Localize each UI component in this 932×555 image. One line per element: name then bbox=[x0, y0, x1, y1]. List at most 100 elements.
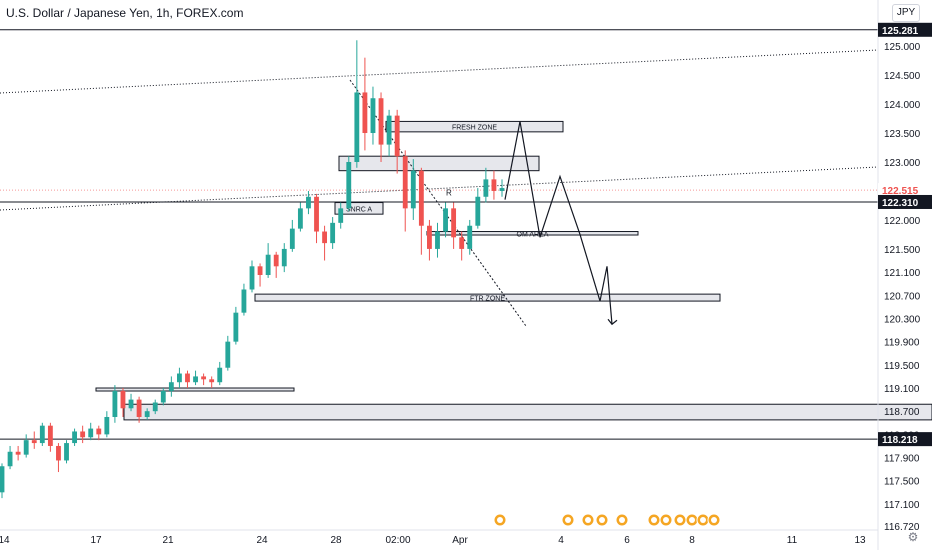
candle-body bbox=[7, 451, 13, 467]
event-icon-inner bbox=[565, 517, 571, 523]
candle-body bbox=[427, 225, 432, 249]
candle-body bbox=[56, 445, 61, 461]
candle-body bbox=[39, 425, 45, 444]
price-tick-label: 119.500 bbox=[884, 361, 920, 372]
channel-line-upper bbox=[0, 49, 879, 94]
price-label-text: 125.281 bbox=[882, 26, 919, 37]
price-tick-label: 122.000 bbox=[884, 216, 921, 227]
candle-body bbox=[225, 341, 231, 368]
candle-body bbox=[418, 170, 424, 226]
candle-body bbox=[386, 115, 392, 145]
candle-body bbox=[72, 431, 77, 444]
candle-body bbox=[241, 289, 247, 313]
time-tick-label: 13 bbox=[854, 535, 866, 546]
time-tick-label: 4 bbox=[558, 535, 564, 546]
zone-box bbox=[95, 387, 295, 392]
candle-body bbox=[499, 188, 505, 191]
candle-body bbox=[64, 443, 69, 461]
candle-body bbox=[233, 312, 239, 342]
candle-body bbox=[354, 92, 360, 162]
time-tick-label: 11 bbox=[787, 535, 798, 546]
candle-body bbox=[144, 411, 150, 417]
currency-button[interactable]: JPY bbox=[892, 4, 920, 22]
candle-body bbox=[443, 208, 448, 232]
time-tick-label: 24 bbox=[256, 535, 268, 546]
candle-body bbox=[15, 451, 21, 455]
price-tick-label: 117.500 bbox=[884, 477, 920, 488]
price-tick-label: 116.720 bbox=[884, 522, 920, 533]
event-icon-inner bbox=[497, 517, 503, 523]
price-label-badge bbox=[878, 22, 932, 37]
candle-body bbox=[322, 231, 327, 244]
candle-body bbox=[209, 379, 215, 383]
candle-body bbox=[491, 179, 497, 191]
price-tick-label: 125.000 bbox=[884, 42, 921, 53]
projection-path bbox=[504, 121, 613, 325]
channel-line-lower bbox=[0, 166, 879, 211]
candle-body bbox=[297, 208, 303, 229]
candle-body bbox=[96, 428, 102, 435]
candle-body bbox=[112, 390, 118, 417]
candle-body bbox=[435, 231, 440, 249]
price-tick-label: 121.100 bbox=[884, 268, 921, 279]
candle-body bbox=[306, 196, 311, 209]
trend-line bbox=[349, 79, 527, 327]
price-tick-label: 121.500 bbox=[884, 245, 921, 256]
candle-body bbox=[362, 92, 368, 134]
event-icon-inner bbox=[700, 517, 706, 523]
candle-body bbox=[177, 373, 182, 383]
zones-layer: FRESH ZONE SNRC A OM AREA FTR ZONE bbox=[95, 120, 932, 421]
zone-box bbox=[123, 403, 932, 421]
candle-body bbox=[47, 425, 53, 446]
candle-body bbox=[370, 98, 376, 134]
event-icon-inner bbox=[599, 517, 605, 523]
time-tick-label: Apr bbox=[452, 535, 468, 546]
candle-body bbox=[314, 196, 319, 232]
price-tick-label: 117.900 bbox=[884, 454, 920, 465]
candle-body bbox=[23, 440, 29, 455]
candle-body bbox=[0, 466, 5, 493]
price-label-badge bbox=[878, 183, 932, 198]
candle-body bbox=[80, 431, 86, 438]
price-tick-label: 118.700 bbox=[884, 407, 920, 418]
event-icon-inner bbox=[711, 517, 717, 523]
candle-body bbox=[185, 373, 190, 383]
price-tick-label: 124.000 bbox=[884, 100, 921, 111]
price-tick-label: 120.300 bbox=[884, 314, 921, 325]
price-label-text: 118.218 bbox=[882, 435, 918, 446]
time-tick-label: 02:00 bbox=[385, 535, 410, 546]
zone-box bbox=[334, 202, 384, 215]
candle-body bbox=[257, 266, 263, 275]
candle-body bbox=[330, 222, 336, 244]
time-tick-label: 28 bbox=[330, 535, 342, 546]
price-label-text: 122.515 bbox=[882, 186, 919, 197]
price-tick-label: 120.700 bbox=[884, 291, 921, 302]
levels-layer bbox=[0, 29, 879, 440]
price-tick-label: 123.000 bbox=[884, 158, 921, 169]
candle-body bbox=[475, 196, 481, 226]
candle-body bbox=[104, 416, 110, 435]
candle-body bbox=[459, 237, 465, 249]
time-tick-label: 21 bbox=[162, 535, 174, 546]
event-icon-inner bbox=[651, 517, 657, 523]
candle-body bbox=[152, 402, 158, 412]
zone-label: FRESH ZONE bbox=[452, 125, 497, 132]
price-tick-label: 124.500 bbox=[884, 71, 921, 82]
candle-body bbox=[273, 254, 279, 267]
candle-body bbox=[217, 367, 223, 383]
gear-icon[interactable]: ⚙ bbox=[907, 530, 919, 544]
price-label-badge bbox=[878, 432, 932, 447]
price-label-text: 122.310 bbox=[882, 198, 919, 209]
zone-box bbox=[254, 293, 721, 302]
zone-label: SNRC A bbox=[346, 206, 372, 213]
candles-layer bbox=[0, 40, 505, 499]
chart-title: U.S. Dollar / Japanese Yen, 1h, FOREX.co… bbox=[6, 6, 244, 20]
event-icon-inner bbox=[663, 517, 669, 523]
zone-box bbox=[338, 155, 540, 172]
candle-body bbox=[201, 376, 207, 380]
time-tick-label: 17 bbox=[90, 535, 102, 546]
event-icon-inner bbox=[585, 517, 591, 523]
candle-body bbox=[346, 161, 352, 209]
